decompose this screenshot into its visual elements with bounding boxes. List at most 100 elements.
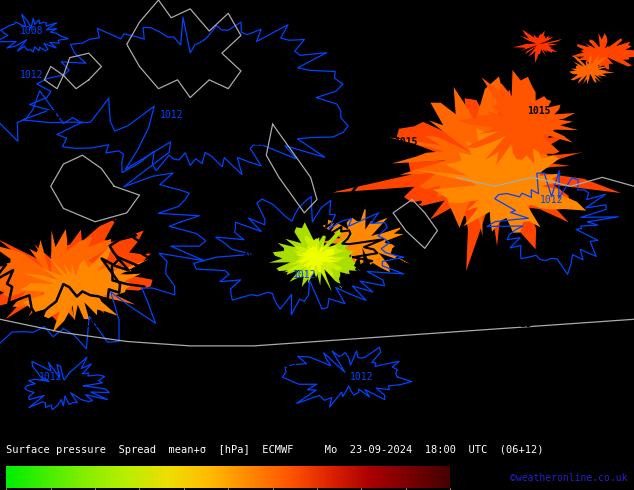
Bar [337, 466, 339, 488]
Bar [188, 466, 189, 488]
Bar [244, 466, 246, 488]
Text: 1015: 1015 [159, 359, 183, 368]
Bar [259, 466, 261, 488]
Bar [443, 466, 445, 488]
Bar [304, 466, 305, 488]
Bar [183, 466, 184, 488]
Bar [46, 466, 47, 488]
Bar [299, 466, 301, 488]
Bar [330, 466, 332, 488]
Bar [427, 466, 429, 488]
Bar [283, 466, 285, 488]
Bar [425, 466, 426, 488]
Bar [384, 466, 385, 488]
Bar [91, 466, 93, 488]
Bar [110, 466, 111, 488]
Bar [442, 466, 443, 488]
Bar [179, 466, 180, 488]
Bar [233, 466, 235, 488]
Bar [422, 466, 424, 488]
Text: ©weatheronline.co.uk: ©weatheronline.co.uk [510, 473, 628, 483]
Bar [424, 466, 425, 488]
Bar [70, 466, 71, 488]
Bar [49, 466, 51, 488]
Bar [414, 466, 415, 488]
Bar [126, 466, 127, 488]
Bar [205, 466, 207, 488]
Bar [81, 466, 82, 488]
Bar [269, 466, 270, 488]
Bar [189, 466, 191, 488]
Bar [399, 466, 401, 488]
Bar [100, 466, 102, 488]
Bar [329, 466, 330, 488]
Bar [321, 466, 322, 488]
Bar [287, 466, 288, 488]
Bar [339, 466, 340, 488]
Bar [72, 466, 74, 488]
Bar [216, 466, 217, 488]
Bar [25, 466, 27, 488]
Bar [107, 466, 108, 488]
Bar [87, 466, 88, 488]
Bar [320, 466, 321, 488]
Bar [353, 466, 354, 488]
Bar [8, 466, 9, 488]
Bar [171, 466, 172, 488]
Bar [47, 466, 48, 488]
Bar [52, 466, 53, 488]
Bar [391, 466, 392, 488]
Bar [164, 466, 165, 488]
Text: 1013: 1013 [508, 318, 532, 329]
Text: 1015: 1015 [527, 106, 551, 116]
Bar [177, 466, 179, 488]
Bar [152, 466, 153, 488]
Bar [372, 466, 373, 488]
Bar [282, 466, 283, 488]
Bar [118, 466, 119, 488]
Bar [312, 466, 313, 488]
Bar [82, 466, 83, 488]
Bar [20, 466, 21, 488]
Bar [215, 466, 216, 488]
Bar [22, 466, 24, 488]
Bar [169, 466, 171, 488]
Bar [10, 466, 11, 488]
Text: 1012: 1012 [20, 71, 44, 80]
Bar [294, 466, 295, 488]
Bar [373, 466, 375, 488]
Bar [202, 466, 203, 488]
Bar [358, 466, 359, 488]
Bar [371, 466, 372, 488]
Bar [377, 466, 379, 488]
Bar [16, 466, 17, 488]
Bar [236, 466, 238, 488]
Text: 1013: 1013 [273, 359, 297, 368]
Bar [193, 466, 195, 488]
Bar [155, 466, 157, 488]
Bar [394, 466, 395, 488]
Bar [262, 466, 263, 488]
Bar [438, 466, 439, 488]
Bar [257, 466, 258, 488]
Bar [17, 466, 18, 488]
Bar [60, 466, 61, 488]
Bar [310, 466, 312, 488]
Bar [111, 466, 113, 488]
Bar [56, 466, 58, 488]
Bar [212, 466, 214, 488]
Bar [352, 466, 353, 488]
Bar [318, 466, 320, 488]
Bar [24, 466, 25, 488]
Bar [243, 466, 244, 488]
Bar [197, 466, 198, 488]
Bar [120, 466, 122, 488]
Bar [119, 466, 120, 488]
Bar [370, 466, 371, 488]
Bar [158, 466, 160, 488]
Text: 1013: 1013 [242, 137, 266, 147]
Bar [347, 466, 348, 488]
Bar [150, 466, 152, 488]
Bar [436, 466, 437, 488]
Bar [114, 466, 115, 488]
